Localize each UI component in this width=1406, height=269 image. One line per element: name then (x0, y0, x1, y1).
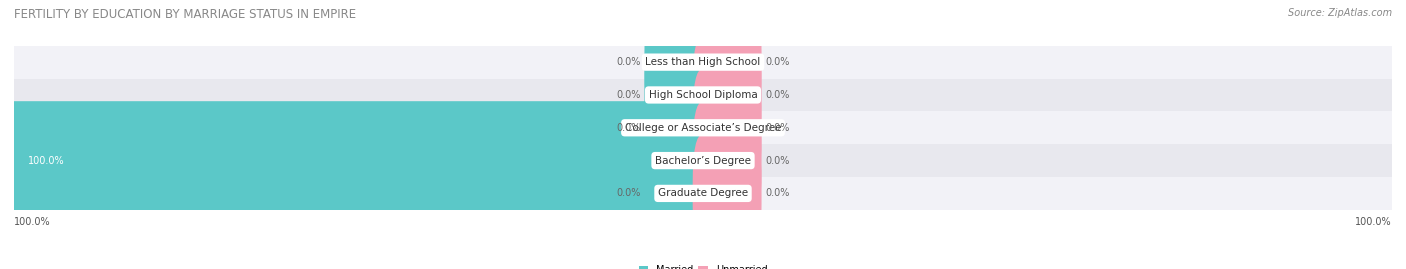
Text: 0.0%: 0.0% (617, 188, 641, 199)
Bar (14, 111, 1392, 144)
Text: Graduate Degree: Graduate Degree (658, 188, 748, 199)
Text: 0.0%: 0.0% (765, 123, 789, 133)
Text: 0.0%: 0.0% (617, 90, 641, 100)
FancyBboxPatch shape (693, 36, 762, 154)
FancyBboxPatch shape (693, 3, 762, 122)
Bar (14, 46, 1392, 79)
FancyBboxPatch shape (644, 3, 713, 122)
Text: High School Diploma: High School Diploma (648, 90, 758, 100)
Text: 100.0%: 100.0% (28, 155, 65, 166)
FancyBboxPatch shape (693, 134, 762, 253)
Text: 0.0%: 0.0% (765, 90, 789, 100)
Text: 0.0%: 0.0% (765, 155, 789, 166)
FancyBboxPatch shape (693, 101, 762, 220)
Text: FERTILITY BY EDUCATION BY MARRIAGE STATUS IN EMPIRE: FERTILITY BY EDUCATION BY MARRIAGE STATU… (14, 8, 356, 21)
Text: Source: ZipAtlas.com: Source: ZipAtlas.com (1288, 8, 1392, 18)
Text: 0.0%: 0.0% (765, 188, 789, 199)
Text: 0.0%: 0.0% (765, 57, 789, 67)
Bar (14, 177, 1392, 210)
FancyBboxPatch shape (4, 101, 713, 220)
FancyBboxPatch shape (644, 68, 713, 187)
Text: Less than High School: Less than High School (645, 57, 761, 67)
Text: Bachelor’s Degree: Bachelor’s Degree (655, 155, 751, 166)
Text: 100.0%: 100.0% (1355, 217, 1392, 227)
Text: 100.0%: 100.0% (14, 217, 51, 227)
Legend: Married, Unmarried: Married, Unmarried (634, 261, 772, 269)
FancyBboxPatch shape (693, 68, 762, 187)
FancyBboxPatch shape (644, 134, 713, 253)
FancyBboxPatch shape (644, 36, 713, 154)
Text: College or Associate’s Degree: College or Associate’s Degree (624, 123, 782, 133)
Text: 0.0%: 0.0% (617, 57, 641, 67)
Bar (14, 79, 1392, 111)
Text: 0.0%: 0.0% (617, 123, 641, 133)
Bar (14, 144, 1392, 177)
